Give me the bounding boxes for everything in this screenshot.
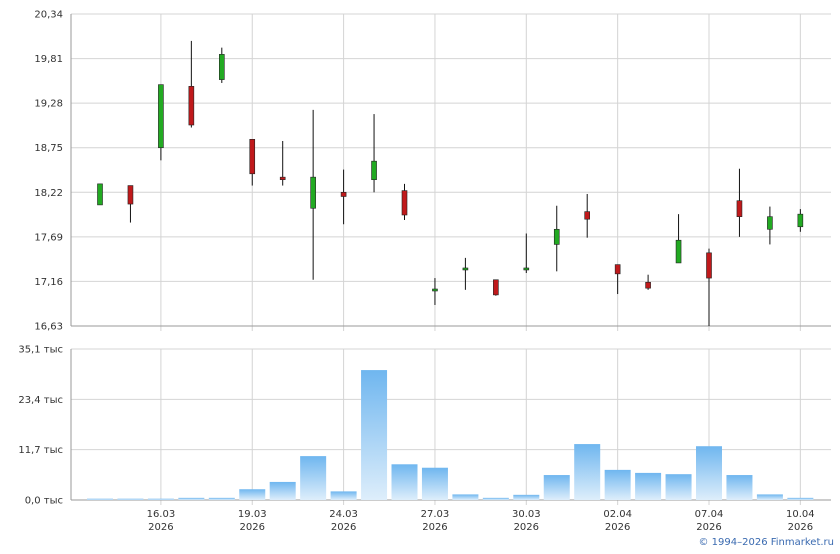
candle-body [371,160,377,180]
price-tick-label: 19,28 [34,99,63,110]
volume-bar [178,497,205,500]
x-date-label: 27.03 [421,509,450,520]
x-year-label: 2026 [422,522,447,533]
price-tick-label: 18,22 [34,188,63,199]
volume-bar [208,497,235,500]
candle-body [645,281,651,289]
volume-tick-label: 11,7 тыс [18,445,63,456]
tick-labels: 20,34 19,81 19,28 18,75 18,22 17,69 17,16 16,63… [18,10,814,534]
volume-bar [87,498,113,500]
grid-lines [71,13,831,505]
x-date-label: 16.03 [147,509,176,520]
candle-body [767,216,773,230]
candle-body [432,288,438,292]
volume-bar [482,497,509,500]
price-tick-label: 16,63 [34,322,63,333]
candle-body [736,200,743,217]
volume-bar [543,475,570,500]
volume-bar [147,498,174,500]
price-tick-label: 17,69 [34,232,63,243]
volume-bar [787,497,814,500]
candle-body [706,252,712,279]
candle-body [310,176,316,209]
candle-body [462,267,469,271]
candle-body [675,239,682,264]
volume-bar [452,494,479,500]
volume-tick-label: 35,1 тыс [18,345,63,356]
candle-body [553,228,560,245]
candle-body [523,267,530,271]
price-tick-label: 20,34 [34,10,63,21]
candle-body [797,213,804,228]
x-date-label: 19.03 [238,509,267,520]
volume-tick-label: 0,0 тыс [25,496,63,507]
volume-bar [117,498,144,500]
volume-bars [87,370,814,500]
volume-bar [665,474,692,500]
price-tick-label: 19,81 [34,54,63,65]
candle-body [97,183,103,206]
candle-body [127,185,134,205]
x-date-label: 10.04 [786,509,815,520]
candle-body [340,191,347,197]
volume-bar [726,475,753,500]
volume-bar [391,464,418,500]
x-year-label: 2026 [788,522,813,533]
candle-body [401,190,408,216]
volume-bar [574,444,601,500]
x-year-label: 2026 [605,522,630,533]
x-date-label: 07.04 [695,509,724,520]
copyright-link[interactable]: © 1994–2026 Finmarket.ru [698,537,834,548]
x-year-label: 2026 [331,522,356,533]
volume-bar [361,370,388,500]
volume-bar [300,456,327,500]
x-year-label: 2026 [696,522,721,533]
candle-body [584,211,591,220]
candle-body [614,264,621,275]
x-year-label: 2026 [148,522,173,533]
volume-bar [756,494,783,500]
volume-bar [269,481,296,500]
candle-body [158,84,164,149]
volume-tick-label: 23,4 тыс [18,395,63,406]
volume-bar [421,467,448,500]
axes [70,14,831,501]
x-date-label: 24.03 [329,509,358,520]
volume-bar [239,489,266,500]
x-date-label: 02.04 [603,509,632,520]
volume-bar [604,469,631,500]
x-date-label: 30.03 [512,509,541,520]
price-candles [97,40,804,326]
volume-bar [635,472,662,500]
price-tick-label: 17,16 [34,277,63,288]
candle-body [279,176,286,180]
candle-body [493,279,499,296]
x-year-label: 2026 [514,522,539,533]
x-year-label: 2026 [240,522,265,533]
candle-body [188,86,195,126]
volume-bar [696,446,722,500]
candle-body [219,54,225,80]
price-tick-label: 18,75 [34,143,63,154]
candle-body [249,139,256,175]
volume-bar [513,494,540,500]
volume-bar [330,491,357,500]
